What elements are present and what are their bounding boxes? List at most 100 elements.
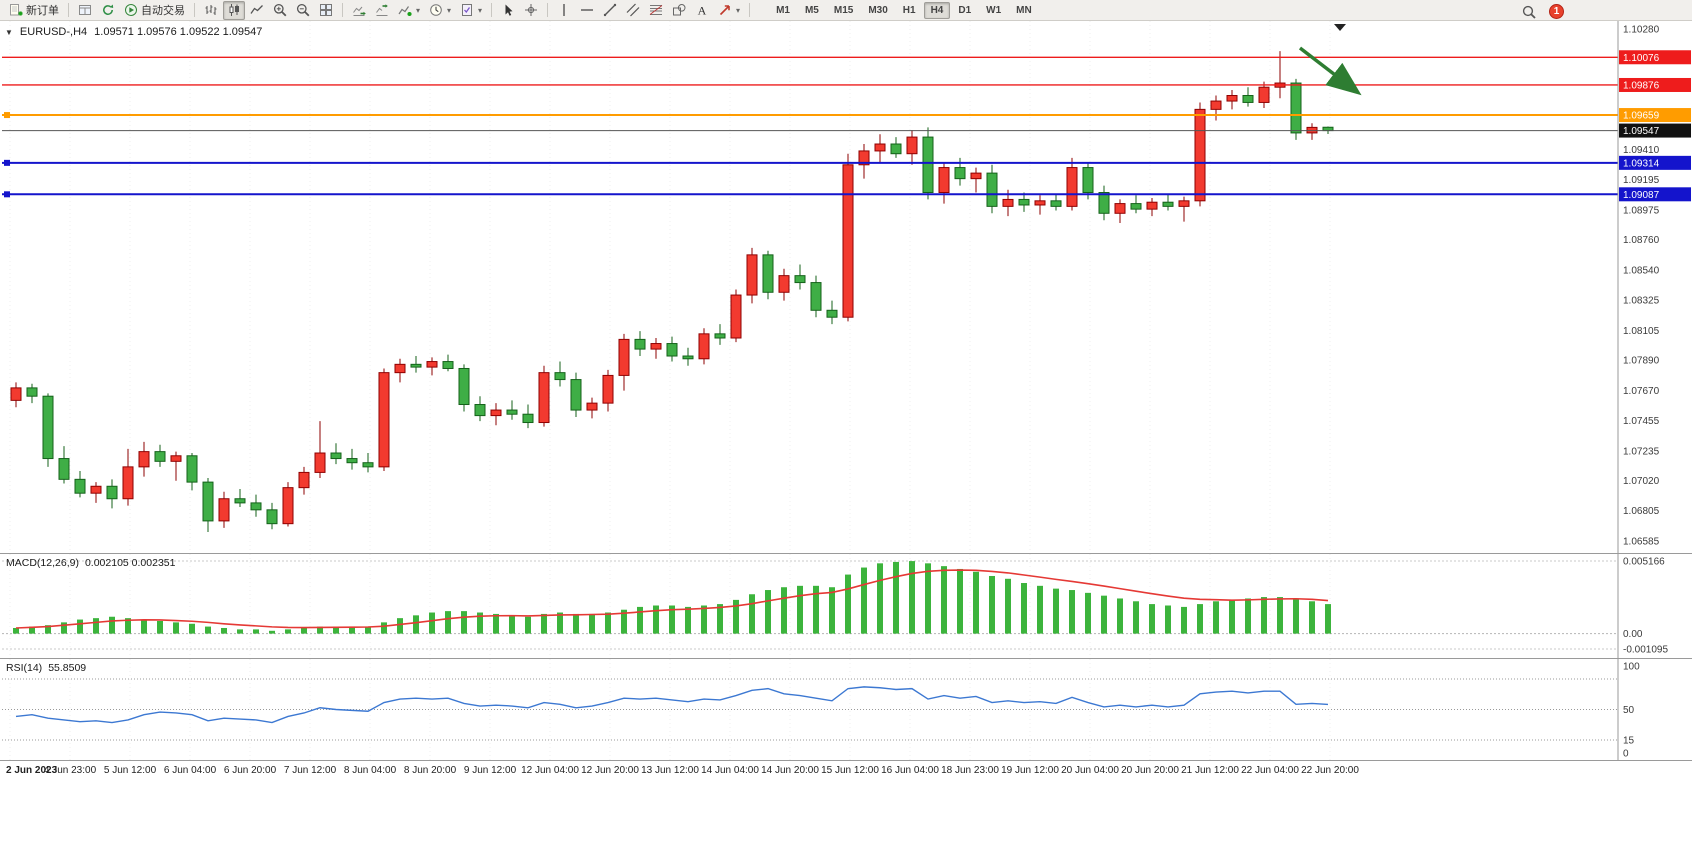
candle-body — [522, 413, 534, 424]
new-chart-button[interactable] — [74, 1, 96, 20]
pivot-line-handle[interactable] — [4, 112, 10, 119]
candle-body — [362, 462, 374, 468]
cursor-icon — [501, 3, 515, 17]
macd-histogram-bar — [413, 615, 419, 634]
macd-panel-canvas[interactable]: 0.005166 0.00 -0.001095 — [0, 553, 1692, 658]
macd-histogram-bar — [349, 626, 355, 634]
price-badge-orange — [1619, 108, 1691, 123]
cursor-button[interactable] — [497, 1, 519, 20]
clock-icon — [429, 3, 443, 17]
shapes-button[interactable] — [668, 1, 690, 20]
time-axis-label: 16 Jun 04:00 — [881, 765, 939, 776]
macd-histogram-bar — [525, 616, 531, 634]
timeframe-button-mn[interactable]: MN — [1016, 4, 1032, 16]
timeframe-button-m15[interactable]: M15 — [833, 4, 854, 16]
macd-histogram-bar — [829, 587, 835, 634]
rsi-panel-canvas[interactable]: 100 50 15 0 — [0, 658, 1692, 760]
macd-histogram-bar — [269, 630, 275, 634]
support-line-lower-handle[interactable] — [4, 191, 10, 198]
time-axis-label: 22 Jun 20:00 — [1301, 765, 1359, 776]
auto-scroll-button[interactable] — [348, 1, 370, 20]
text-button[interactable]: A — [691, 1, 713, 20]
macd-histogram-bar — [317, 626, 323, 634]
macd-histogram-bar — [749, 594, 755, 634]
fibonacci-button[interactable] — [645, 1, 667, 20]
macd-histogram-bar — [941, 566, 947, 634]
chart-window: ▼ EURUSD-,H4 1.09571 1.09576 1.09522 1.0… — [0, 21, 1692, 842]
autotrading-button[interactable]: 自动交易 — [120, 1, 189, 20]
macd-histogram-bar — [557, 612, 563, 634]
support-line-upper-handle[interactable] — [4, 159, 10, 166]
macd-histogram-bar — [1293, 598, 1299, 634]
refresh-button[interactable] — [97, 1, 119, 20]
timeframe-button-h1[interactable]: H1 — [902, 4, 916, 16]
candle-body — [10, 387, 22, 401]
candle-body — [906, 136, 918, 155]
crosshair-button[interactable] — [520, 1, 542, 20]
main-chart-canvas[interactable]: 1.10280 1.10076 1.09876 1.09659 1.09547 1.094… — [0, 21, 1692, 553]
trendline-button[interactable] — [599, 1, 621, 20]
bar-chart-button[interactable] — [200, 1, 222, 20]
indicators-button[interactable]: ▾ — [394, 1, 424, 20]
new-order-button[interactable]: 新订单 — [5, 1, 63, 20]
candle-body — [266, 509, 278, 525]
horizontal-line-button[interactable] — [576, 1, 598, 20]
zoom-out-button[interactable] — [292, 1, 314, 20]
macd-histogram-bar — [685, 606, 691, 634]
macd-histogram-bar — [621, 609, 627, 634]
arrows-button[interactable]: ▾ — [714, 1, 744, 20]
candle-body — [74, 478, 86, 494]
channel-button[interactable] — [622, 1, 644, 20]
macd-histogram-bar — [1037, 585, 1043, 634]
rsi-axis-label: 50 — [1623, 705, 1635, 716]
templates-button[interactable]: ▾ — [456, 1, 486, 20]
macd-histogram-bar — [893, 561, 899, 634]
candle-body — [586, 402, 598, 411]
macd-histogram-bar — [189, 623, 195, 634]
macd-histogram-bar — [541, 613, 547, 634]
timeframe-button-m5[interactable]: M5 — [804, 4, 819, 16]
timeframe-button-m30[interactable]: M30 — [868, 4, 888, 16]
trendline-icon — [603, 3, 617, 17]
chart-shift-button[interactable] — [371, 1, 393, 20]
tile-windows-button[interactable] — [315, 1, 337, 20]
one-click-trading-toggle-icon[interactable]: ▼ — [5, 27, 13, 37]
time-axis-label: 18 Jun 23:00 — [941, 765, 999, 776]
macd-histogram-bar — [765, 590, 771, 634]
price-axis-label: 1.07670 — [1623, 386, 1660, 397]
time-axis[interactable]: 2 Jun 2023 4 Jun 23:00 5 Jun 12:00 6 Jun 04… — [0, 760, 1692, 781]
rsi-name: RSI(14) — [6, 662, 43, 674]
timeframe-button-h4[interactable]: H4 — [923, 1, 951, 19]
line-chart-button[interactable] — [246, 1, 268, 20]
timeframe-button-d1[interactable]: D1 — [958, 4, 972, 16]
vertical-line-button[interactable] — [553, 1, 575, 20]
chevron-down-icon: ▾ — [478, 5, 483, 15]
candle-body — [1210, 100, 1222, 110]
macd-histogram-bar — [1245, 598, 1251, 634]
candle-body — [394, 363, 406, 374]
zoom-in-button[interactable] — [269, 1, 291, 20]
chart-header: ▼ EURUSD-,H4 1.09571 1.09576 1.09522 1.0… — [5, 26, 262, 38]
candle-body — [842, 164, 854, 318]
macd-histogram-bar — [397, 618, 403, 634]
timeframe-button-m1[interactable]: M1 — [776, 4, 790, 16]
candle-body — [330, 452, 342, 460]
time-axis-label: 21 Jun 12:00 — [1181, 765, 1239, 776]
candlestick-chart-button[interactable] — [223, 0, 245, 20]
timeframe-button-w1[interactable]: W1 — [986, 4, 1002, 16]
macd-histogram-bar — [1261, 597, 1267, 634]
macd-histogram-bar — [701, 605, 707, 634]
macd-histogram-bar — [589, 613, 595, 634]
candle-body — [426, 361, 438, 368]
search-button[interactable] — [1518, 2, 1540, 21]
trend-arrow-annotation[interactable] — [1298, 46, 1362, 96]
rsi-value: 55.8509 — [48, 662, 87, 674]
candle-body — [538, 372, 550, 424]
price-badge-label: 1.09659 — [1623, 111, 1660, 122]
notification-badge[interactable]: 1 — [1549, 4, 1564, 19]
periods-button[interactable]: ▾ — [425, 1, 455, 20]
candle-body — [1002, 198, 1014, 207]
macd-histogram-bar — [13, 627, 19, 634]
chart-shift-marker[interactable] — [1334, 24, 1346, 31]
candle-body — [442, 361, 454, 369]
